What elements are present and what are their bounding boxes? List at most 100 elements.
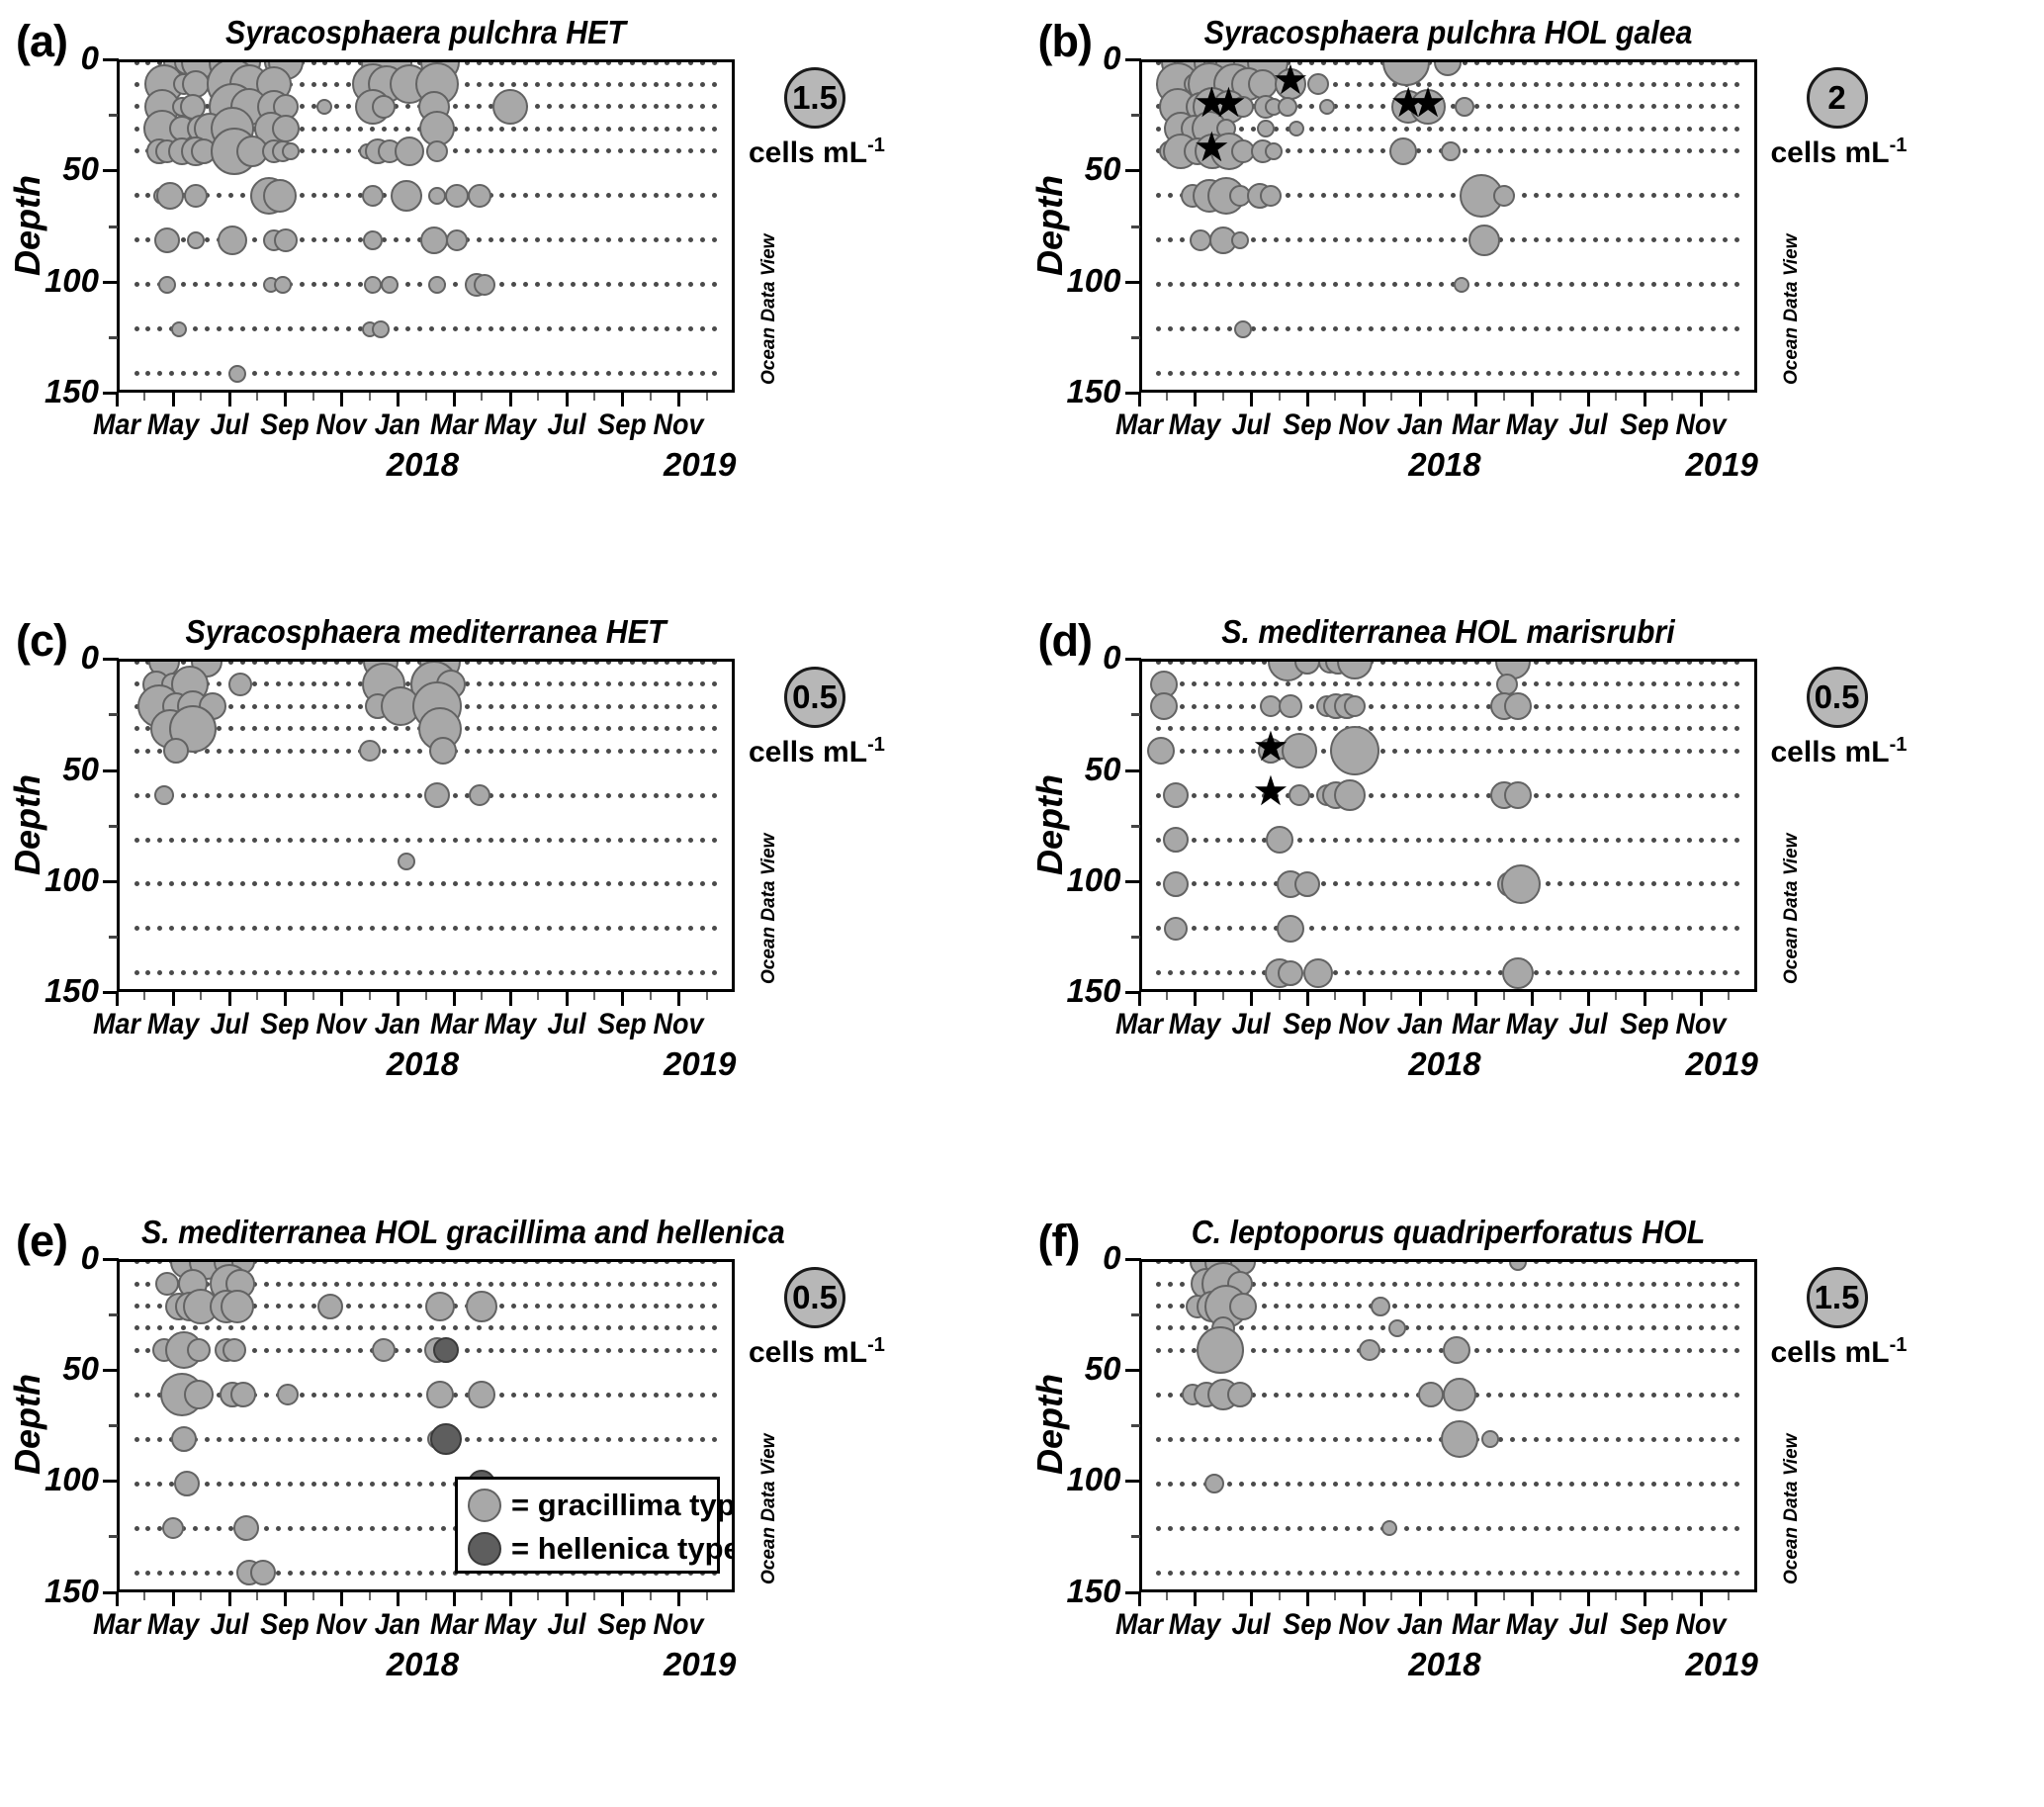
sampling-grid-dot xyxy=(1522,371,1527,376)
sampling-grid-dot xyxy=(205,749,210,754)
sampling-grid-dot xyxy=(1734,1282,1739,1287)
sampling-grid-dot xyxy=(1651,926,1656,931)
sampling-grid-dot xyxy=(1463,926,1467,931)
data-bubble xyxy=(184,1380,214,1409)
sampling-grid-dot xyxy=(240,793,245,798)
sampling-grid-dot xyxy=(477,1325,482,1330)
sampling-grid-dot xyxy=(1451,704,1456,709)
sampling-grid-dot xyxy=(1156,726,1161,731)
sampling-grid-dot xyxy=(700,1282,705,1287)
sampling-grid-dot xyxy=(1616,326,1621,331)
ocean-data-view-watermark: Ocean Data View xyxy=(1781,834,1803,984)
y-tick-mark xyxy=(103,1369,119,1372)
data-bubble xyxy=(425,1292,455,1321)
sampling-grid-dot xyxy=(1522,237,1527,242)
sampling-grid-dot xyxy=(1345,1348,1350,1353)
sampling-grid-dot xyxy=(1734,82,1739,87)
sampling-grid-dot xyxy=(322,926,327,931)
sampling-grid-dot xyxy=(1345,1282,1350,1287)
sampling-grid-dot xyxy=(1675,1526,1680,1531)
sampling-grid-dot xyxy=(1180,970,1185,975)
legend-swatch-gracillima xyxy=(468,1489,501,1522)
ocean-data-view-watermark: Ocean Data View xyxy=(758,1433,780,1583)
x-minor-tick xyxy=(593,1592,595,1600)
sampling-grid-dot xyxy=(1628,881,1633,886)
sampling-grid-dot xyxy=(1581,82,1586,87)
sampling-grid-dot xyxy=(1451,1325,1456,1330)
sampling-grid-dot xyxy=(322,793,327,798)
sampling-grid-dot xyxy=(1581,926,1586,931)
sampling-grid-dot xyxy=(1734,1482,1739,1487)
data-bubble xyxy=(372,1338,396,1362)
sampling-grid-dot xyxy=(1380,793,1385,798)
x-minor-tick xyxy=(1279,992,1281,1000)
sampling-grid-dot xyxy=(1369,371,1374,376)
sampling-grid-dot xyxy=(1675,1282,1680,1287)
sampling-grid-dot xyxy=(1604,1393,1609,1398)
sampling-grid-dot xyxy=(1286,1259,1290,1264)
sampling-grid-dot xyxy=(1534,1482,1539,1487)
data-bubble xyxy=(469,784,490,806)
x-tick-label: Nov xyxy=(1656,1008,1745,1041)
sampling-grid-dot xyxy=(441,371,446,376)
sampling-grid-dot xyxy=(618,60,623,65)
sampling-grid-dot xyxy=(334,704,339,709)
sampling-grid-dot xyxy=(1699,881,1704,886)
sampling-grid-dot xyxy=(1569,838,1574,843)
sampling-grid-dot xyxy=(1463,326,1467,331)
x-minor-tick xyxy=(200,1592,202,1600)
sampling-grid-dot xyxy=(346,726,351,731)
sampling-grid-dot xyxy=(1262,1482,1267,1487)
sampling-grid-dot xyxy=(1274,1282,1279,1287)
sampling-grid-dot xyxy=(1640,660,1644,665)
sampling-grid-dot xyxy=(311,1282,316,1287)
data-bubble xyxy=(420,226,448,254)
sampling-grid-dot xyxy=(489,704,493,709)
data-bubble xyxy=(1481,1430,1499,1448)
sampling-grid-dot xyxy=(1616,1348,1621,1353)
x-tick-mark xyxy=(116,992,119,1006)
sampling-grid-dot xyxy=(465,726,470,731)
sampling-grid-dot xyxy=(571,1304,576,1309)
sampling-grid-dot xyxy=(1522,127,1527,132)
sampling-grid-dot xyxy=(1534,1526,1539,1531)
sampling-grid-dot xyxy=(1546,749,1551,754)
sampling-grid-dot xyxy=(688,148,693,153)
sampling-grid-dot xyxy=(1616,104,1621,109)
sampling-grid-dot xyxy=(1357,60,1362,65)
sampling-grid-dot xyxy=(1451,82,1456,87)
sampling-grid-dot xyxy=(688,1259,693,1264)
sampling-grid-dot xyxy=(405,127,410,132)
sampling-grid-dot xyxy=(1534,1437,1539,1442)
sampling-grid-dot xyxy=(523,371,528,376)
sampling-grid-dot xyxy=(1498,1437,1503,1442)
sampling-grid-dot xyxy=(618,1259,623,1264)
sampling-grid-dot xyxy=(1628,726,1633,731)
sampling-grid-dot xyxy=(1663,1393,1668,1398)
data-bubble xyxy=(474,274,495,296)
sampling-grid-dot xyxy=(453,371,458,376)
sampling-grid-dot xyxy=(1156,1526,1161,1531)
sampling-grid-dot xyxy=(1286,326,1290,331)
sampling-grid-dot xyxy=(1628,793,1633,798)
sampling-grid-dot xyxy=(594,749,599,754)
sampling-grid-dot xyxy=(417,1393,422,1398)
x-tick-mark xyxy=(116,393,119,407)
sampling-grid-dot xyxy=(1734,127,1739,132)
panel-title: Syracosphaera pulchra HOL galea xyxy=(1164,14,1733,51)
sampling-grid-dot xyxy=(217,282,222,287)
data-bubble xyxy=(1190,229,1211,251)
sampling-grid-dot xyxy=(571,193,576,198)
sampling-grid-dot xyxy=(1309,1482,1314,1487)
sampling-grid-dot xyxy=(145,970,150,975)
sampling-grid-dot xyxy=(499,681,504,686)
sampling-grid-dot xyxy=(1687,148,1692,153)
y-tick-mark xyxy=(1125,880,1141,883)
sampling-grid-dot xyxy=(1723,1526,1728,1531)
sampling-grid-dot xyxy=(1227,1482,1232,1487)
sampling-grid-dot xyxy=(1675,1393,1680,1398)
sampling-grid-dot xyxy=(1569,1282,1574,1287)
sampling-grid-dot xyxy=(405,1282,410,1287)
sampling-grid-dot xyxy=(606,127,611,132)
sampling-grid-dot xyxy=(1723,1325,1728,1330)
